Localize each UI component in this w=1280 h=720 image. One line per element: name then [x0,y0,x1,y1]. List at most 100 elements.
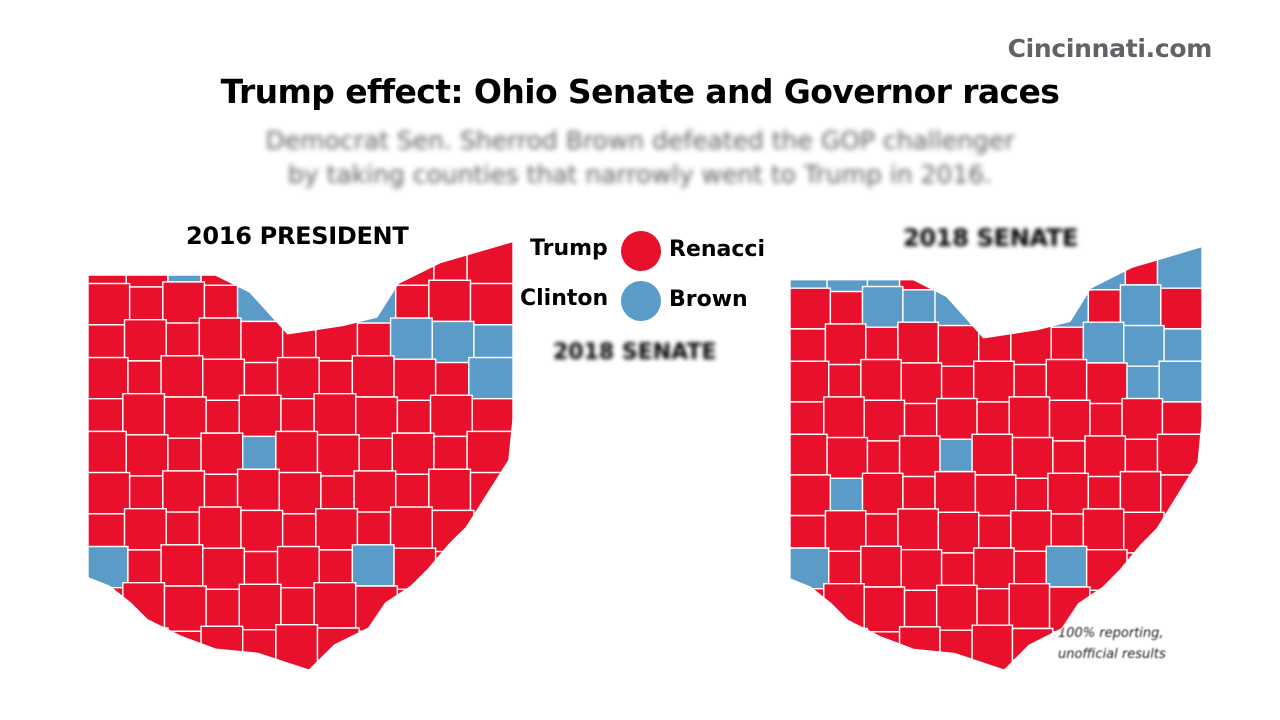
president-2016-county-71 [469,471,513,515]
senate-2018-county-57 [1052,440,1086,474]
president-2016-county-33 [276,356,320,400]
senate-2018-county-17 [790,328,827,362]
president-2016-county-85 [160,544,204,587]
president-2016-county-19 [165,322,201,357]
note-unofficial: unofficial results [1058,647,1166,662]
president-2016-county-65 [236,468,280,512]
senate-2018-county-30 [860,358,902,401]
president-2016-county-5 [433,241,468,281]
president-2016-county-68 [353,470,397,513]
senate-2018-county-56 [1011,436,1054,479]
senate-2018-county-79 [1050,513,1085,548]
map-2018-senate [789,246,1203,671]
president-2016-county-105 [241,628,277,670]
senate-2018-county-1 [826,246,869,293]
senate-2018-county-52 [866,440,901,474]
president-2016-county-23 [315,319,359,362]
president-2016-county-99 [313,581,357,629]
senate-2018-county-72 [790,514,827,549]
senate-2018-county-90 [1045,545,1088,588]
senate-2018-county-73 [824,509,867,553]
senate-2018-county-55 [971,433,1014,476]
senate-2018-county-99 [1008,582,1051,630]
senate-2018-county-54 [939,438,973,473]
president-2016-county-104 [200,625,244,670]
president-2016-county-70 [428,468,472,512]
president-2016-county-11 [236,279,280,323]
senate-2018-county-87 [940,552,975,587]
senate-2018-county-98 [976,587,1010,626]
senate-2018-county-64 [902,475,936,510]
president-2016-county-25 [389,317,433,360]
senate-2018-county-44 [976,401,1010,435]
senate-2018-county-74 [865,513,899,548]
president-2016-state-outline [87,240,514,671]
president-2016-county-22 [281,324,317,359]
legend-caption: 2018 SENATE [553,340,717,365]
president-2016-county-106 [275,623,319,670]
president-2016-county-1 [125,241,169,288]
president-2016-county-37 [434,361,470,397]
president-2016-county-67 [320,475,355,510]
president-2016-county-89 [318,549,354,584]
president-2016-county-12 [278,282,322,326]
brand-logo: Cincinnati.com [1007,34,1213,63]
president-2016-county-69 [395,473,430,508]
senate-2018-county-88 [973,547,1015,590]
senate-2018-county-16 [1160,287,1202,330]
senate-2018-county-12 [974,287,1017,330]
senate-2018-county-34 [1013,363,1047,398]
map-2016-president [87,240,514,671]
president-2016-county-35 [351,355,395,398]
senate-2018-county-101 [1089,589,1123,628]
senate-2018-county-51 [826,436,869,479]
president-2016-county-13 [353,281,397,324]
president-2016-county-41 [163,396,207,439]
senate-2018-county-9 [861,285,904,328]
senate-2018-county-106 [971,624,1014,670]
page-title: Trump effect: Ohio Senate and Governor r… [220,72,1060,111]
president-2016-county-57 [358,437,393,472]
senate-2018-county-82 [1163,514,1202,549]
senate-2018-county-83 [790,547,830,590]
president-2016-county-45 [313,392,357,436]
senate-2018-county-70 [1119,470,1162,513]
senate-2018-county-78 [1010,509,1052,553]
senate-2018-county-26 [1123,324,1165,367]
president-2016-county-7 [88,282,131,326]
president-2016-county-87 [243,550,279,586]
senate-2018-county-84 [828,550,862,585]
president-2016-county-20 [198,317,242,360]
president-2016-county-24 [356,322,392,357]
president-2016-county-83 [88,545,129,589]
president-2016-county-64 [203,473,239,508]
president-2016-county-54 [241,435,277,470]
senate-2018-county-89 [1013,550,1047,585]
senate-2018-county-104 [898,626,941,670]
senate-2018-county-85 [860,545,902,588]
senate-2018-state-outline [789,246,1203,671]
senate-2018-county-63 [861,472,904,515]
president-2016-county-31 [202,358,246,402]
president-2016-county-27 [473,324,513,359]
senate-2018-county-32 [940,365,975,400]
legend-label-renacci: Renacci [669,237,765,262]
subtitle-line-1: Democrat Sen. Sherrod Brown defeated the… [265,126,1015,155]
president-2016-county-46 [355,396,399,439]
senate-2018-county-11 [934,284,977,327]
senate-2018-county-42 [903,402,938,437]
president-2016-county-32 [243,361,279,397]
senate-2018-county-41 [863,399,906,442]
senate-2018-county-105 [939,629,973,670]
president-2016-county-21 [240,320,284,364]
president-2016-county-44 [280,397,315,433]
senate-2018-county-80 [1082,508,1125,551]
president-2016-county-62 [128,475,164,510]
senate-2018-county-68 [1047,472,1089,515]
senate-2018-county-4 [1084,246,1127,291]
president-2016-county-16 [469,282,513,326]
senate-2018-county-10 [902,289,936,323]
map-title-2018-senate: 2018 SENATE [903,224,1079,252]
president-2016-county-84 [127,549,162,584]
president-2016-county-59 [433,435,468,470]
